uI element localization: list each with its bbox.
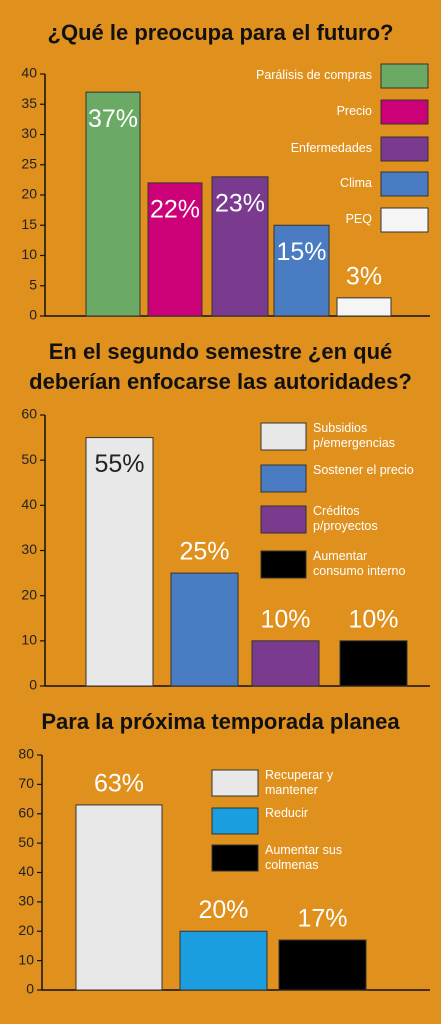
y-tick-label: 40 [21, 65, 37, 81]
legend-label: PEQ [345, 212, 372, 226]
legend-label: Créditos p/proyectos [313, 504, 378, 533]
legend-swatch [380, 63, 429, 89]
legend-swatch [211, 844, 259, 872]
y-tick-label: 20 [21, 586, 37, 602]
y-tick-label: 40 [18, 863, 34, 879]
legend-swatch [260, 550, 307, 579]
legend-label: Subsidios p/emergencias [313, 421, 395, 450]
y-tick-label: 10 [21, 632, 37, 648]
value-label: 55% [94, 450, 144, 478]
value-label: 22% [150, 196, 200, 224]
legend-swatch [260, 422, 307, 451]
y-tick-label: 50 [18, 834, 34, 850]
value-label: 23% [215, 189, 265, 217]
value-label: 10% [348, 605, 398, 633]
value-label: 63% [94, 770, 144, 798]
bar [339, 640, 408, 687]
y-tick-label: 60 [21, 406, 37, 422]
legend-label: Clima [340, 176, 372, 190]
bar [273, 224, 330, 317]
y-tick-label: 0 [29, 677, 37, 693]
bar [85, 91, 141, 317]
bar [278, 939, 367, 991]
legend-label: Precio [336, 104, 372, 118]
y-tick-label: 35 [21, 95, 37, 111]
legend-label: Reducir [265, 806, 309, 820]
legend-swatch [211, 807, 259, 835]
value-label: 15% [276, 238, 326, 266]
y-tick-label: 5 [29, 276, 37, 292]
legend-label: Aumentar sus colmenas [265, 843, 343, 872]
y-tick-label: 15 [21, 216, 37, 232]
value-label: 25% [179, 538, 229, 566]
legend-label: Parálisis de compras [255, 68, 372, 82]
legend-swatch [260, 505, 307, 534]
chart-title: ¿Qué le preocupa para el futuro? [47, 20, 394, 45]
bar [211, 176, 269, 317]
legend-label: Recuperar y mantener [265, 768, 334, 797]
legend-swatch [380, 207, 429, 233]
y-tick-label: 40 [21, 496, 37, 512]
bar [170, 572, 239, 687]
y-tick-label: 70 [18, 775, 34, 791]
legend-label: Aumentar consumo interno [313, 549, 406, 578]
legend-label: Enfermedades [290, 141, 372, 155]
chart-title: En el segundo semestre ¿en qué deberían … [29, 339, 412, 394]
legend-swatch [260, 464, 307, 493]
legend-swatch [380, 99, 429, 125]
y-tick-label: 25 [21, 155, 37, 171]
y-tick-label: 80 [18, 746, 34, 762]
y-tick-label: 60 [18, 804, 34, 820]
y-tick-label: 20 [18, 922, 34, 938]
bar [75, 804, 163, 991]
y-tick-label: 0 [26, 981, 34, 997]
value-label: 37% [88, 105, 138, 133]
legend-swatch [380, 171, 429, 197]
y-tick-label: 30 [21, 125, 37, 141]
bar [147, 182, 203, 317]
legend-swatch [380, 136, 429, 162]
bar [85, 437, 154, 687]
bar [179, 930, 268, 991]
chart-title: Para la próxima temporada planea [41, 709, 400, 734]
value-label: 10% [260, 605, 310, 633]
bar [251, 640, 320, 687]
bar [336, 297, 392, 317]
value-label: 20% [198, 896, 248, 924]
y-tick-label: 30 [21, 541, 37, 557]
legend-label: Sostener el precio [313, 463, 414, 477]
legend-swatch [211, 769, 259, 797]
y-tick-label: 10 [18, 951, 34, 967]
y-tick-label: 50 [21, 451, 37, 467]
y-tick-label: 30 [18, 893, 34, 909]
y-tick-label: 10 [21, 246, 37, 262]
value-label: 3% [346, 262, 382, 290]
y-tick-label: 20 [21, 186, 37, 202]
y-tick-label: 0 [29, 307, 37, 323]
value-label: 17% [297, 905, 347, 933]
